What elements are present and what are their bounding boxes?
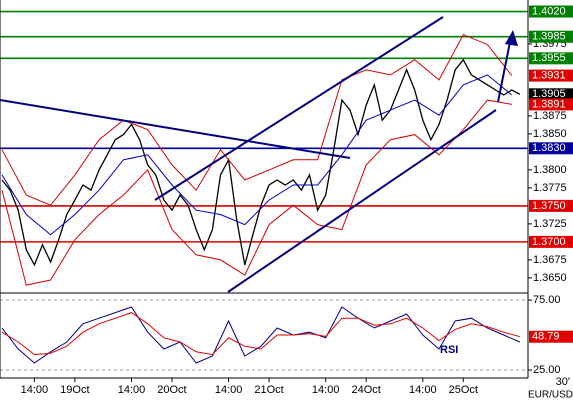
level-box	[529, 30, 573, 43]
resistance-line	[0, 99, 351, 159]
y-tick-label: 1.3850	[533, 128, 567, 140]
price-box	[529, 98, 573, 111]
x-tick-label: 25Oct	[449, 384, 478, 396]
trend-lines	[0, 16, 518, 293]
series-line	[1, 99, 512, 286]
price-box	[529, 88, 573, 101]
series-line	[1, 306, 521, 364]
x-tick-label: 14:00	[21, 384, 49, 396]
y-tick-label: 25.00	[533, 364, 561, 376]
y-tick-label: 1.3775	[533, 182, 567, 194]
price-box	[529, 69, 573, 82]
level-label: 1.3750	[532, 200, 566, 212]
level-label: 1.4020	[532, 5, 566, 17]
x-tick-label: 14:00	[312, 384, 340, 396]
x-tick-label: 14:00	[409, 384, 437, 396]
price-label: 1.3931	[532, 69, 566, 81]
price-label: 1.3905	[532, 88, 566, 100]
y-tick-label: 75.00	[533, 294, 561, 306]
price-label: 1.3891	[532, 98, 566, 110]
y-tick-label: 1.3650	[533, 272, 567, 284]
arrow-shaft	[497, 41, 511, 103]
x-tick-label: 14:00	[215, 384, 243, 396]
series-line	[1, 312, 521, 356]
rsi-title: RSI	[440, 344, 458, 356]
series-line	[1, 74, 513, 236]
y-tick-label: 1.3800	[533, 164, 567, 176]
level-label: 1.3955	[532, 52, 566, 64]
x-tick-label: 19Oct	[60, 384, 89, 396]
x-tick-label: 20Oct	[157, 384, 186, 396]
y-tick-label: 1.3675	[533, 254, 567, 266]
channel-bottom	[227, 109, 497, 293]
price-box	[529, 330, 573, 343]
channel-top	[154, 16, 444, 201]
level-box	[529, 199, 573, 212]
x-tick-label: 21Oct	[254, 384, 283, 396]
series-line	[1, 33, 513, 206]
level-box	[529, 52, 573, 65]
y-tick-label: 1.3725	[533, 218, 567, 230]
plot-layer	[0, 10, 528, 371]
x-tick-label: 14:00	[118, 384, 146, 396]
arrow-head	[505, 30, 518, 46]
series-line	[1, 58, 521, 267]
symbol: EUR/USD	[528, 390, 573, 401]
timeframe: 30'	[556, 376, 570, 388]
level-label: 1.3700	[532, 236, 566, 248]
price-label: 48.79	[532, 331, 560, 343]
y-tick-label: 1.3875	[533, 110, 567, 122]
level-label: 1.3830	[532, 142, 566, 154]
level-box	[529, 235, 573, 248]
level-box	[529, 5, 573, 18]
x-tick-label: 24Oct	[351, 384, 380, 396]
level-box	[529, 142, 573, 155]
level-label: 1.3985	[532, 31, 566, 43]
